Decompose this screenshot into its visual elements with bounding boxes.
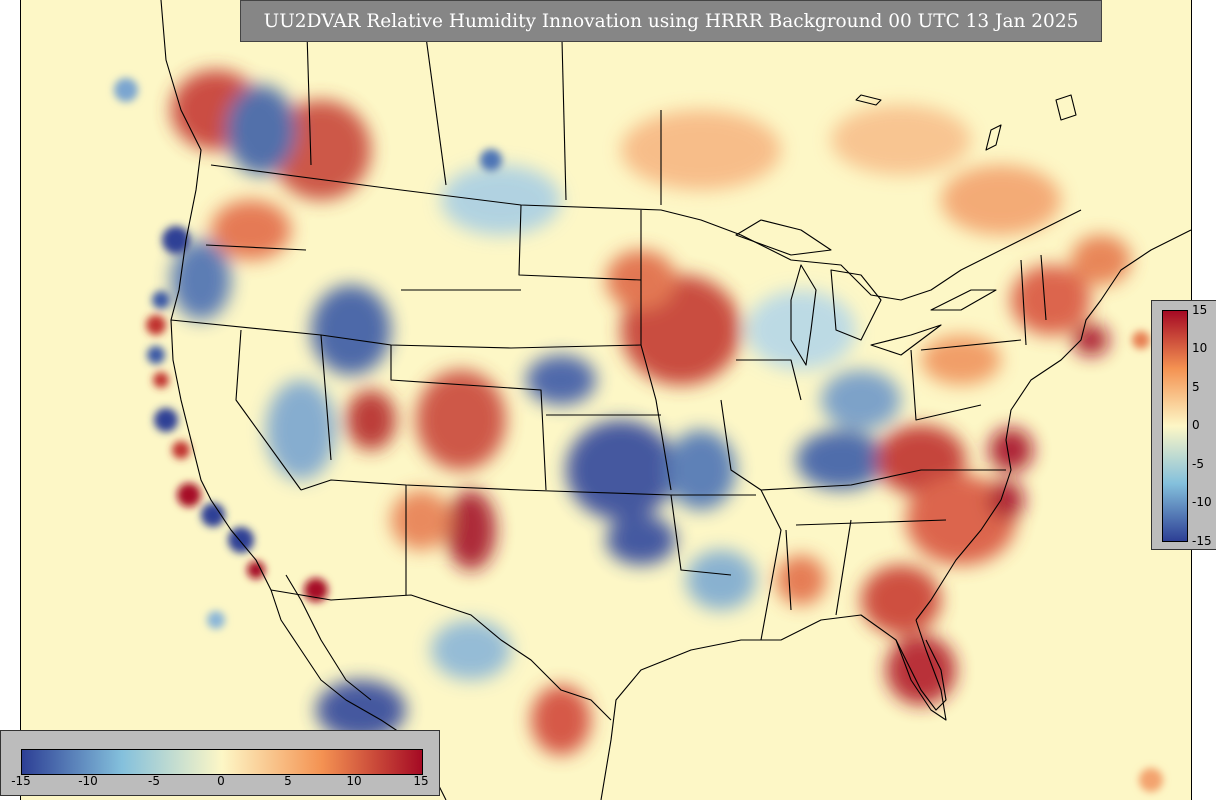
map-title: UU2DVAR Relative Humidity Innovation usi… [240,0,1102,42]
colorbar-h-tick: 10 [346,774,362,788]
colorbar-v-tick: 10 [1192,341,1208,355]
colorbar-h-tick: 15 [413,774,429,788]
colorbar-horizontal: -15 -10 -5 0 5 10 15 [0,730,440,796]
colorbar-vertical-gradient [1162,310,1188,542]
colorbar-h-tick: 5 [284,774,292,788]
colorbar-v-tick: 15 [1192,303,1208,317]
colorbar-v-tick: -5 [1192,457,1204,471]
colorbar-h-tick: -15 [11,774,31,788]
humidity-innovation-map [21,0,1191,800]
colorbar-h-tick: 0 [217,774,225,788]
colorbar-v-tick: -15 [1192,534,1212,548]
colorbar-h-tick: -5 [148,774,160,788]
colorbar-horizontal-gradient [21,749,423,775]
colorbar-v-tick: -10 [1192,495,1212,509]
colorbar-v-tick: 5 [1192,380,1200,394]
colorbar-v-tick: 0 [1192,418,1200,432]
colorbar-h-tick: -10 [78,774,98,788]
colorbar-vertical: -15 -10 -5 0 5 10 15 [1151,300,1216,550]
map-panel [20,0,1192,800]
